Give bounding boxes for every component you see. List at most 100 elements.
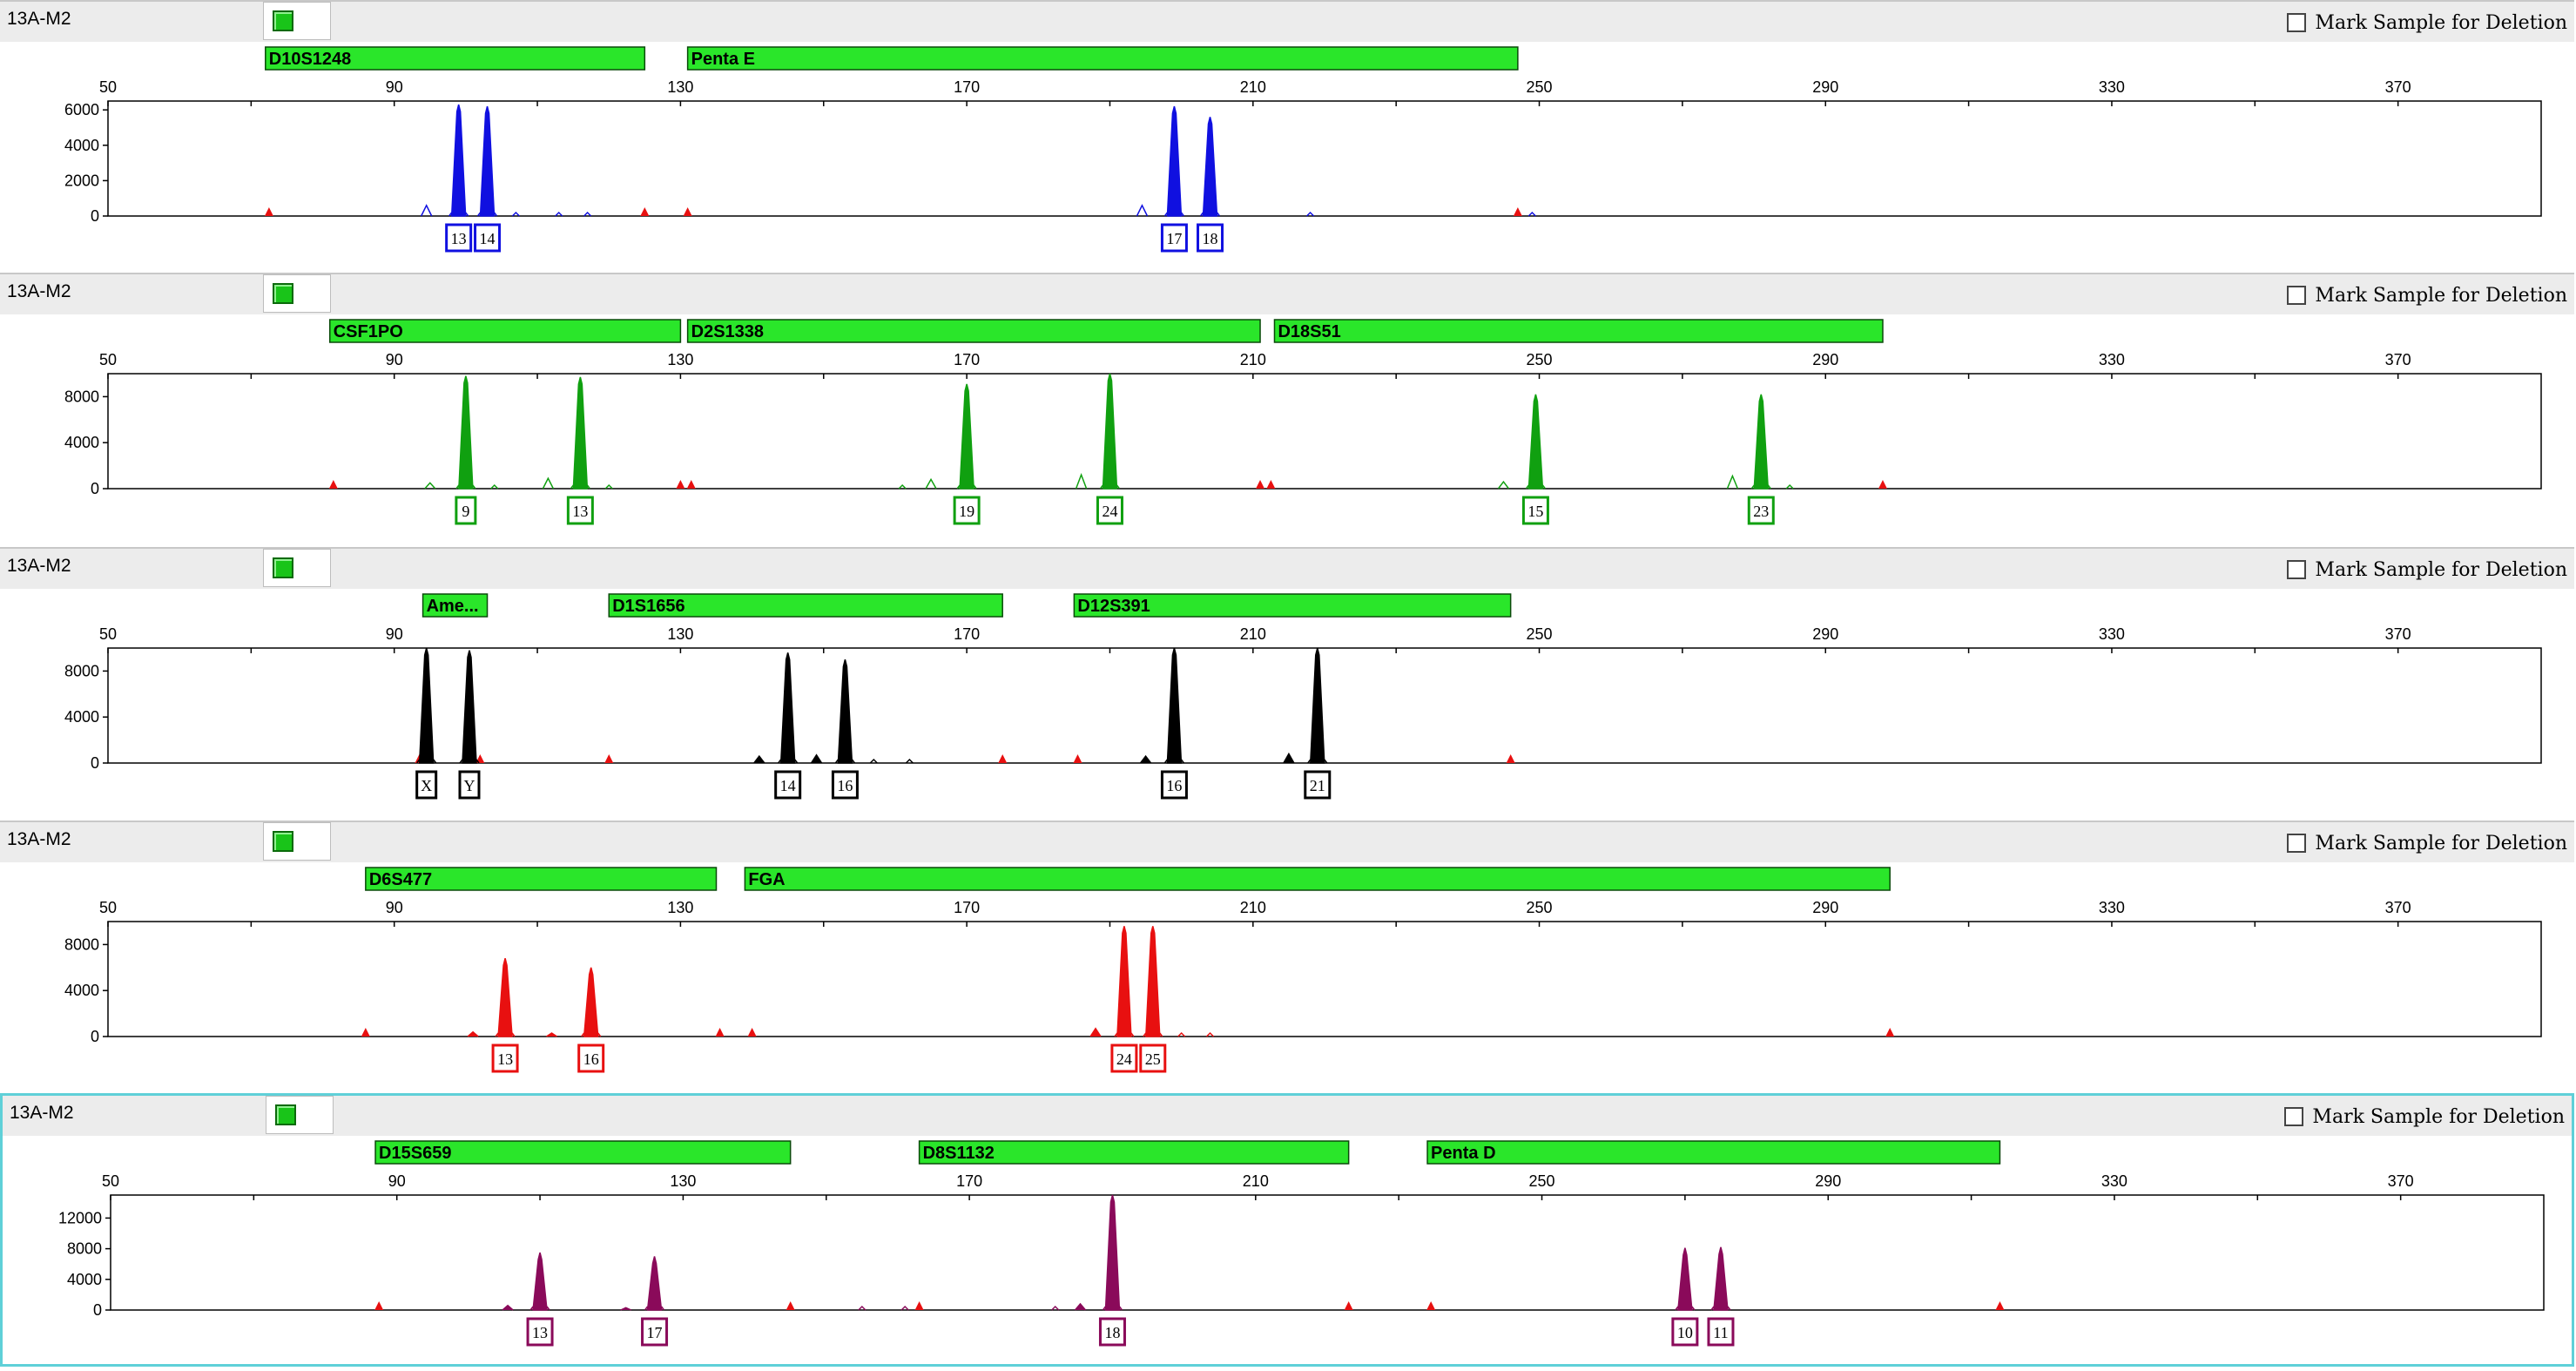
marker-bar[interactable]: D15S659 — [374, 1140, 792, 1165]
allele-call-box[interactable]: 11 — [1707, 1317, 1735, 1347]
off-ladder-mark — [328, 480, 338, 489]
marker-bar[interactable]: Penta E — [686, 46, 1519, 71]
mark-for-deletion-label: Mark Sample for Deletion — [2315, 11, 2567, 34]
allele-peak — [834, 659, 856, 764]
allele-call-box[interactable]: 13 — [566, 496, 594, 525]
x-tick-label: 90 — [388, 1172, 406, 1190]
mark-for-deletion-checkbox[interactable] — [2284, 1107, 2304, 1126]
allele-call-box[interactable]: 18 — [1098, 1317, 1126, 1347]
allele-call-box[interactable]: 9 — [455, 496, 477, 525]
mark-for-deletion-checkbox[interactable] — [2287, 286, 2307, 305]
allele-call-box[interactable]: 23 — [1747, 496, 1775, 525]
off-ladder-mark — [676, 480, 685, 489]
allele-peak — [581, 967, 602, 1037]
allele-call-box[interactable]: 14 — [474, 223, 502, 253]
mark-for-deletion-control[interactable]: Mark Sample for Deletion — [2284, 1104, 2565, 1129]
panel-header — [0, 274, 2574, 314]
off-ladder-mark — [1513, 207, 1522, 216]
allele-call-label: 11 — [1713, 1324, 1728, 1341]
dye-color-button[interactable] — [263, 2, 331, 40]
off-ladder-mark — [1344, 1301, 1353, 1310]
sample-name-label: 13A-M2 — [7, 281, 71, 301]
marker-bar[interactable]: D1S1656 — [608, 593, 1003, 618]
sample-panel[interactable]: 13A-M2 Mark Sample for Deletion CSF1PO D2S1… — [0, 273, 2574, 546]
marker-bar[interactable]: FGA — [744, 867, 1891, 891]
sample-panel[interactable]: 13A-M2 Mark Sample for Deletion D10S1248 Pe… — [0, 0, 2574, 274]
off-ladder-mark — [475, 754, 485, 763]
marker-bar[interactable]: D12S391 — [1073, 593, 1512, 618]
mark-for-deletion-checkbox[interactable] — [2287, 560, 2307, 579]
mark-for-deletion-control[interactable]: Mark Sample for Deletion — [2287, 831, 2567, 855]
mark-for-deletion-checkbox[interactable] — [2287, 834, 2307, 853]
marker-label: D18S51 — [1278, 322, 1340, 341]
allele-call-label: 13 — [497, 1050, 513, 1068]
allele-call-box[interactable]: 19 — [953, 496, 981, 525]
allele-call-box[interactable]: 16 — [831, 770, 859, 800]
dye-color-button[interactable] — [266, 1096, 334, 1134]
allele-call-box[interactable]: 17 — [641, 1317, 669, 1347]
off-ladder-mark — [683, 207, 692, 216]
allele-peak — [1525, 394, 1547, 490]
sample-panel[interactable]: 13A-M2 Mark Sample for Deletion D6S477 FGA 5… — [0, 821, 2574, 1094]
off-ladder-mark — [998, 754, 1008, 763]
allele-call-box[interactable]: 25 — [1139, 1043, 1167, 1073]
allele-call-box[interactable]: X — [415, 770, 438, 800]
allele-call-box[interactable]: 16 — [577, 1043, 605, 1073]
off-ladder-mark — [264, 207, 273, 216]
electropherogram-chart: D6S477 FGA 50 90 130 170 210 250 290 330 370 0 4000 8… — [64, 867, 2542, 1073]
allele-call-box[interactable]: 24 — [1110, 1043, 1138, 1073]
allele-peak — [1099, 373, 1121, 490]
off-ladder-mark — [686, 480, 696, 489]
marker-bar[interactable]: CSF1PO — [328, 319, 682, 343]
sample-panel[interactable]: 13A-M2 Mark Sample for Deletion Ame... D1S1… — [0, 547, 2574, 821]
allele-call-label: 16 — [1166, 777, 1182, 794]
allele-peak — [495, 958, 516, 1037]
allele-call-box[interactable]: 10 — [1671, 1317, 1699, 1347]
marker-bar[interactable]: D2S1338 — [686, 319, 1261, 343]
allele-call-box[interactable]: 21 — [1304, 770, 1332, 800]
green-square-icon — [273, 283, 293, 304]
x-tick-label: 90 — [386, 625, 403, 643]
mark-for-deletion-control[interactable]: Mark Sample for Deletion — [2287, 557, 2567, 582]
marker-bar[interactable]: D18S51 — [1273, 319, 1884, 343]
sample-name-label: 13A-M2 — [10, 1103, 74, 1123]
mark-for-deletion-control[interactable]: Mark Sample for Deletion — [2287, 10, 2567, 35]
allele-call-box[interactable]: 15 — [1521, 496, 1549, 525]
allele-call-label: 9 — [462, 503, 469, 520]
allele-call-box[interactable]: 14 — [774, 770, 802, 800]
allele-call-box[interactable]: 16 — [1160, 770, 1188, 800]
stutter-peak — [1497, 480, 1510, 490]
sample-panel[interactable]: 13A-M2 Mark Sample for Deletion D15S659 D8S… — [0, 1093, 2574, 1367]
allele-call-box[interactable]: 18 — [1197, 223, 1224, 253]
allele-call-box[interactable]: 13 — [445, 223, 473, 253]
allele-call-box[interactable]: 13 — [526, 1317, 554, 1347]
allele-call-label: 24 — [1116, 1050, 1132, 1068]
mark-for-deletion-control[interactable]: Mark Sample for Deletion — [2287, 283, 2567, 307]
marker-bar[interactable]: Penta D — [1426, 1140, 2001, 1165]
allele-call-box[interactable]: 24 — [1096, 496, 1123, 525]
noise-peak — [604, 483, 613, 490]
marker-bar[interactable]: Ame... — [421, 593, 489, 618]
allele-call-box[interactable]: 13 — [491, 1043, 519, 1073]
marker-bar[interactable]: D8S1132 — [918, 1140, 1350, 1165]
allele-call-box[interactable]: Y — [458, 770, 481, 800]
x-tick-label: 130 — [667, 899, 693, 916]
dye-color-button[interactable] — [263, 822, 331, 861]
x-tick-label: 330 — [2099, 78, 2125, 96]
panel-header — [0, 549, 2574, 589]
marker-label: D2S1338 — [691, 322, 764, 341]
noise-peak — [1205, 1031, 1215, 1037]
dye-color-button[interactable] — [263, 549, 331, 587]
marker-bar[interactable]: D10S1248 — [265, 46, 646, 71]
mark-for-deletion-checkbox[interactable] — [2287, 13, 2307, 32]
marker-label: CSF1PO — [334, 322, 403, 341]
sample-name-label: 13A-M2 — [7, 829, 71, 849]
allele-peak — [1710, 1246, 1731, 1311]
allele-call-box[interactable]: 17 — [1160, 223, 1188, 253]
dye-color-button[interactable] — [263, 274, 331, 313]
green-square-icon — [273, 557, 293, 578]
x-tick-label: 330 — [2099, 625, 2125, 643]
marker-bar[interactable]: D6S477 — [365, 867, 718, 891]
